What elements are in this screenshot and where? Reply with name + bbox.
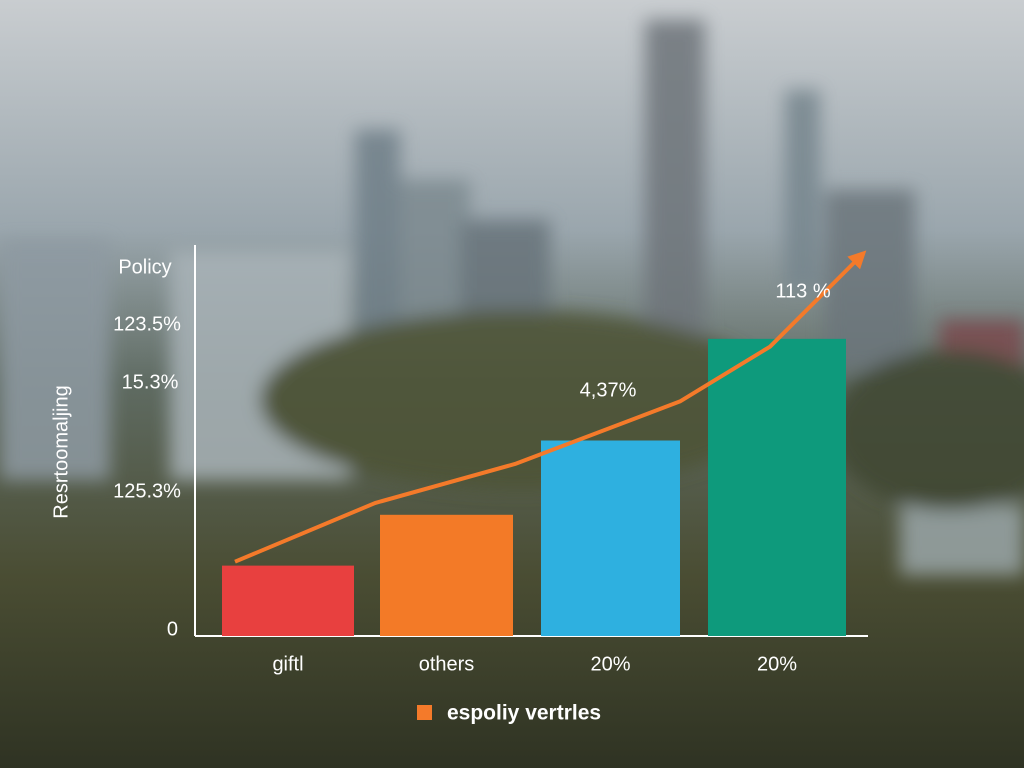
y-axis-text: 123.5%	[113, 313, 181, 335]
bar	[222, 565, 354, 636]
y-axis-text: Policy	[118, 256, 171, 278]
y-tick-label: 0	[167, 618, 178, 640]
bar	[541, 440, 680, 636]
x-tick-label: giftl	[272, 653, 303, 675]
trend-line	[234, 250, 867, 564]
annotation: 4,37%	[580, 379, 637, 401]
x-tick-label: others	[419, 653, 475, 675]
bar	[708, 338, 846, 636]
y-axis-text: 125.3%	[113, 480, 181, 502]
y-axis-label: Resrtoomaljing	[50, 385, 72, 518]
bar	[380, 514, 513, 636]
legend-swatch	[417, 705, 432, 720]
annotation: 113 %	[775, 280, 830, 302]
x-tick-label: 20%	[590, 653, 630, 675]
y-axis-text: 15.3%	[122, 371, 179, 393]
legend-label: espoliy vertrles	[447, 702, 601, 725]
x-tick-label: 20%	[757, 653, 797, 675]
